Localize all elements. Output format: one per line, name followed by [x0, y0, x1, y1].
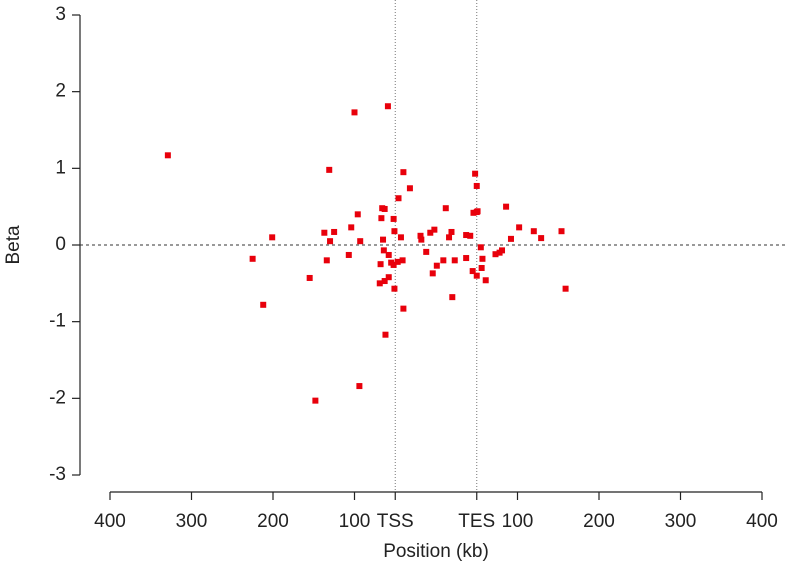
- y-tick-label: -3: [49, 464, 66, 485]
- x-axis-label: Position (kb): [383, 541, 489, 562]
- point: [431, 226, 438, 233]
- y-tick-label: 0: [55, 234, 66, 255]
- point: [260, 301, 267, 308]
- point: [469, 268, 476, 275]
- point: [321, 229, 328, 236]
- y-tick-label: -2: [49, 387, 66, 408]
- point: [472, 170, 479, 177]
- point: [164, 152, 171, 159]
- x-tick-label: TES: [458, 511, 495, 532]
- point: [530, 228, 537, 235]
- x-tick-label: 200: [583, 511, 615, 532]
- point: [470, 209, 477, 216]
- point: [377, 261, 384, 268]
- point: [390, 215, 397, 222]
- point: [306, 274, 313, 281]
- point: [463, 232, 470, 239]
- point: [451, 257, 458, 264]
- point: [507, 235, 514, 242]
- point: [384, 103, 391, 110]
- x-tick-label: 300: [176, 511, 208, 532]
- y-tick-label: 3: [55, 4, 66, 25]
- point: [463, 255, 470, 262]
- y-axis-label: Beta: [3, 225, 24, 265]
- point: [467, 232, 474, 239]
- x-tick-label: 400: [94, 511, 126, 532]
- point: [400, 305, 407, 312]
- point: [473, 272, 480, 279]
- point: [399, 257, 406, 264]
- point: [400, 169, 407, 176]
- point: [381, 205, 388, 212]
- point: [394, 258, 401, 265]
- point: [356, 383, 363, 390]
- x-tick-label: 300: [665, 511, 697, 532]
- point: [327, 238, 334, 245]
- x-tick-label: 400: [746, 511, 778, 532]
- point: [380, 236, 387, 243]
- point: [249, 255, 256, 262]
- point: [446, 234, 453, 241]
- y-tick-label: -1: [49, 311, 66, 332]
- point: [354, 211, 361, 218]
- x-tick-label: TSS: [377, 511, 414, 532]
- point: [385, 251, 392, 258]
- y-tick-label: 2: [55, 81, 66, 102]
- point: [448, 228, 455, 235]
- point: [397, 234, 404, 241]
- point: [449, 294, 456, 301]
- point: [351, 109, 358, 116]
- point: [395, 195, 402, 202]
- point: [345, 251, 352, 258]
- point: [499, 247, 506, 254]
- point: [538, 235, 545, 242]
- point: [390, 261, 397, 268]
- y-tick-label: 1: [55, 157, 66, 178]
- point: [385, 274, 392, 281]
- point: [391, 285, 398, 292]
- point: [406, 185, 413, 192]
- point: [348, 224, 355, 231]
- point: [417, 232, 424, 239]
- point: [478, 265, 485, 271]
- point: [440, 257, 447, 264]
- point: [474, 208, 481, 215]
- point: [381, 278, 388, 285]
- point: [382, 331, 389, 338]
- point: [326, 166, 333, 173]
- point: [323, 257, 330, 264]
- point: [479, 255, 486, 262]
- point: [482, 277, 489, 284]
- point: [562, 285, 569, 292]
- point: [418, 236, 425, 243]
- point: [376, 280, 383, 287]
- point: [516, 224, 523, 231]
- point: [269, 234, 276, 241]
- point: [378, 215, 385, 222]
- point: [391, 228, 398, 235]
- x-tick-label: 100: [339, 511, 371, 532]
- point: [427, 229, 434, 236]
- point: [473, 182, 480, 189]
- point: [477, 244, 484, 251]
- point: [558, 228, 565, 235]
- x-tick-label: 100: [502, 511, 534, 532]
- point: [442, 205, 449, 212]
- point: [492, 251, 499, 258]
- point: [423, 248, 430, 255]
- point: [380, 247, 387, 254]
- point: [331, 228, 338, 235]
- point: [433, 262, 440, 269]
- point: [357, 238, 364, 245]
- point: [503, 203, 510, 210]
- point: [312, 397, 319, 404]
- point: [429, 270, 436, 277]
- x-tick-label: 200: [257, 511, 289, 532]
